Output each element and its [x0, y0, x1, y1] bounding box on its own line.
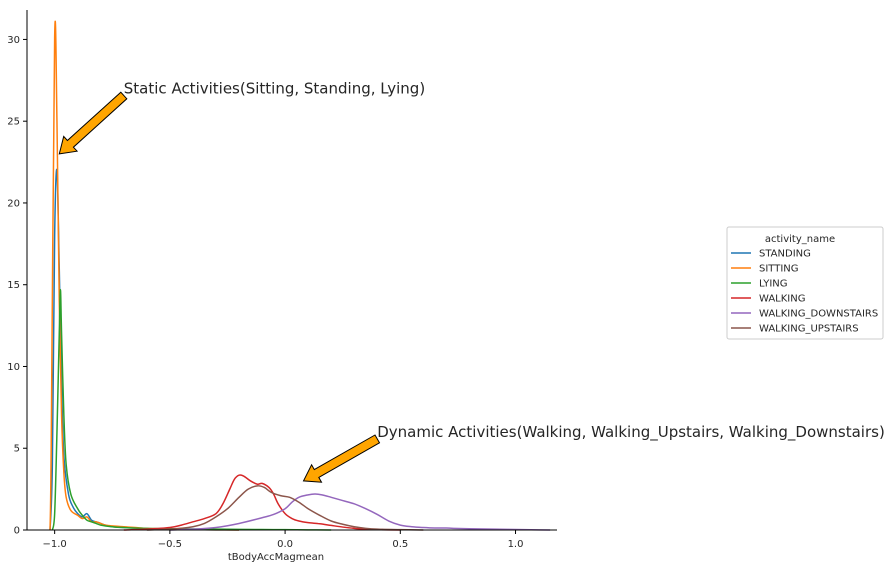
legend-title: activity_name — [765, 234, 835, 245]
legend-item: LYING — [731, 279, 788, 290]
legend: activity_name STANDING SITTING LYING WALKIN… — [726, 226, 884, 340]
series-line-walking-upstairs — [146, 485, 424, 531]
legend-item: SITTING — [731, 264, 799, 275]
x-ticks: −1.0 −0.5 0.0 0.5 1.0 — [43, 530, 524, 550]
series-line-walking-downstairs — [169, 493, 551, 531]
x-tick-label: 0.0 — [277, 539, 293, 550]
annotation-text: Static Activities(Sitting, Standing, Lyi… — [124, 79, 425, 97]
x-tick-label: −0.5 — [158, 539, 182, 550]
series-line-standing — [49, 168, 240, 531]
series-line-walking — [123, 474, 401, 531]
legend-label: LYING — [759, 279, 788, 290]
y-tick-label: 25 — [7, 117, 20, 128]
legend-label: WALKING — [759, 294, 806, 305]
y-ticks: 0 5 10 15 20 25 30 — [7, 35, 27, 537]
series-line-sitting — [49, 20, 240, 531]
y-tick-label: 5 — [14, 444, 20, 455]
legend-items: STANDING SITTING LYING WALKING WALKING_DOWNS… — [731, 249, 878, 335]
series-line-lying — [51, 288, 332, 531]
legend-label: WALKING_UPSTAIRS — [759, 324, 859, 335]
y-tick-label: 20 — [7, 198, 20, 209]
legend-label: SITTING — [759, 264, 799, 275]
y-tick-label: 0 — [14, 526, 20, 537]
legend-item: WALKING_DOWNSTAIRS — [731, 309, 878, 320]
legend-box — [726, 226, 884, 340]
legend-item: STANDING — [731, 249, 811, 260]
annotation-text: Dynamic Activities(Walking, Walking_Upst… — [377, 423, 885, 442]
axes: −1.0 −0.5 0.0 0.5 1.0 0 5 10 15 20 25 30 tBodyAccM… — [7, 10, 557, 563]
y-tick-label: 10 — [7, 362, 20, 373]
series-lines — [49, 20, 551, 531]
y-tick-label: 30 — [7, 35, 20, 46]
x-tick-label: 1.0 — [508, 539, 524, 550]
annotation-arrow — [302, 434, 381, 483]
annotations: Static Activities(Sitting, Standing, Lyi… — [58, 79, 885, 483]
legend-label: WALKING_DOWNSTAIRS — [759, 309, 878, 320]
legend-label: STANDING — [759, 249, 811, 260]
annotation-arrow — [58, 91, 128, 155]
x-tick-label: 0.5 — [392, 539, 408, 550]
x-axis-label: tBodyAccMagmean — [228, 552, 324, 563]
legend-item: WALKING — [731, 294, 806, 305]
x-tick-label: −1.0 — [43, 539, 67, 550]
legend-item: WALKING_UPSTAIRS — [731, 324, 859, 335]
y-tick-label: 15 — [7, 280, 20, 291]
